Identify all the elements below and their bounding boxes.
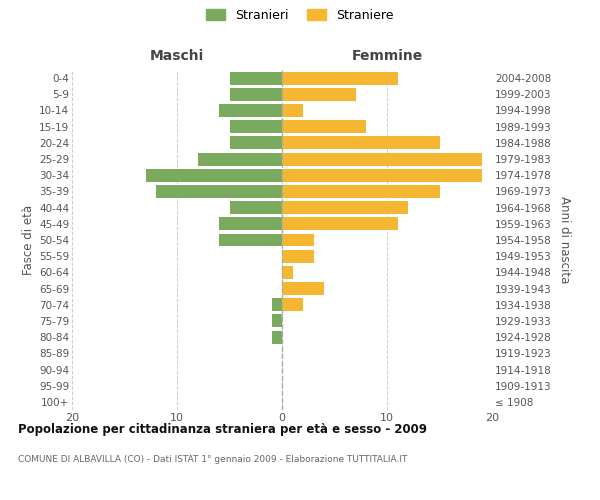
Bar [198, 152, 282, 166]
Bar [282, 298, 303, 311]
Text: COMUNE DI ALBAVILLA (CO) - Dati ISTAT 1° gennaio 2009 - Elaborazione TUTTITALIA.: COMUNE DI ALBAVILLA (CO) - Dati ISTAT 1°… [18, 455, 407, 464]
Bar [271, 330, 282, 344]
Bar [282, 120, 366, 133]
Bar [282, 218, 398, 230]
Bar [282, 201, 408, 214]
Bar [229, 88, 282, 101]
Legend: Stranieri, Straniere: Stranieri, Straniere [206, 8, 394, 22]
Bar [146, 169, 282, 181]
Bar [282, 185, 439, 198]
Bar [282, 282, 324, 295]
Bar [282, 136, 439, 149]
Text: Femmine: Femmine [352, 49, 422, 63]
Text: Popolazione per cittadinanza straniera per età e sesso - 2009: Popolazione per cittadinanza straniera p… [18, 422, 427, 436]
Bar [282, 250, 314, 262]
Bar [219, 104, 282, 117]
Text: Maschi: Maschi [150, 49, 204, 63]
Y-axis label: Anni di nascita: Anni di nascita [559, 196, 571, 284]
Bar [229, 120, 282, 133]
Bar [219, 234, 282, 246]
Bar [282, 72, 398, 85]
Bar [282, 104, 303, 117]
Bar [282, 266, 293, 279]
Bar [229, 72, 282, 85]
Bar [156, 185, 282, 198]
Bar [229, 201, 282, 214]
Y-axis label: Fasce di età: Fasce di età [22, 205, 35, 275]
Bar [219, 218, 282, 230]
Bar [282, 169, 482, 181]
Bar [282, 152, 482, 166]
Bar [271, 314, 282, 328]
Bar [282, 88, 355, 101]
Bar [282, 234, 314, 246]
Bar [271, 298, 282, 311]
Bar [229, 136, 282, 149]
